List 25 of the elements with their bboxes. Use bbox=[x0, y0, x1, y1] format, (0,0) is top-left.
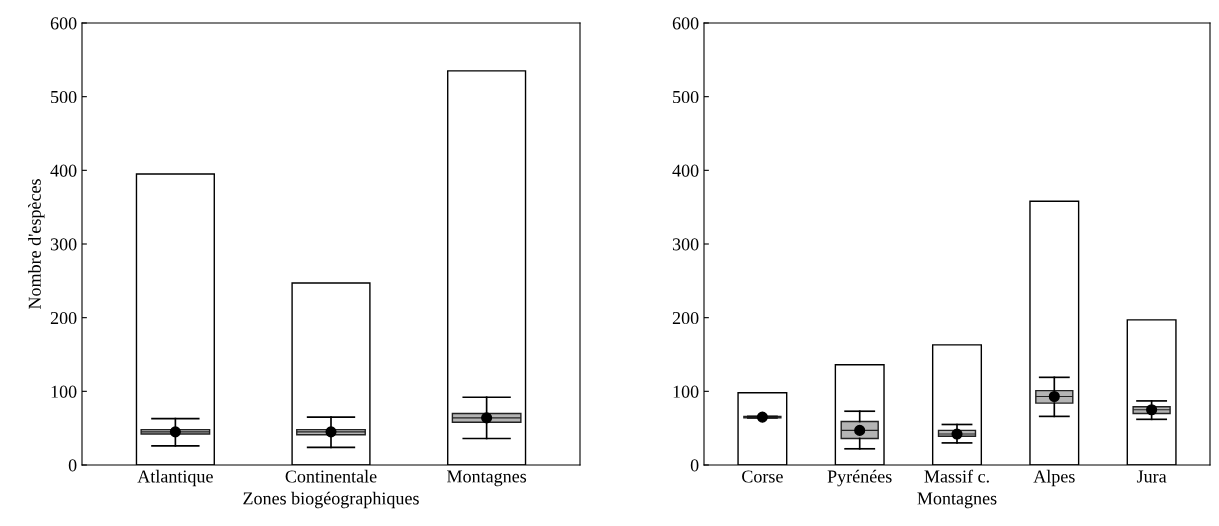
y-tick-label: 200 bbox=[672, 311, 699, 325]
y-tick-label: 400 bbox=[672, 164, 699, 177]
x-tick-label: Massif c. bbox=[924, 469, 989, 483]
y-tick-label: 300 bbox=[50, 238, 77, 251]
y-tick-label: 500 bbox=[673, 90, 699, 104]
x-tick-label: Continentale bbox=[285, 469, 377, 483]
x-tick-label: Alpes bbox=[1033, 469, 1075, 487]
y-tick-label: 300 bbox=[672, 238, 699, 251]
y-tick-label: 600 bbox=[672, 17, 699, 30]
x-axis-title: Zones biogéographiques bbox=[243, 491, 419, 509]
y-tick-label: 600 bbox=[50, 17, 77, 30]
y-tick-label: 100 bbox=[51, 385, 77, 398]
y-tick-label: 500 bbox=[51, 90, 77, 104]
x-tick-label: Pyrénées bbox=[827, 469, 892, 487]
y-tick-label: 0 bbox=[68, 459, 77, 472]
y-tick-label: 400 bbox=[50, 164, 77, 177]
x-tick-label: Montagnes bbox=[447, 470, 527, 487]
y-axis-title: Nombre d'espèces bbox=[28, 179, 45, 310]
x-axis-title: Montagnes bbox=[917, 492, 997, 509]
x-tick-label: Corse bbox=[742, 470, 783, 483]
x-tick-label: Jura bbox=[1136, 470, 1167, 483]
x-tick-label: Atlantique bbox=[137, 469, 213, 487]
y-tick-label: 0 bbox=[690, 459, 699, 472]
y-tick-label: 100 bbox=[673, 385, 699, 398]
y-tick-label: 200 bbox=[50, 311, 77, 325]
